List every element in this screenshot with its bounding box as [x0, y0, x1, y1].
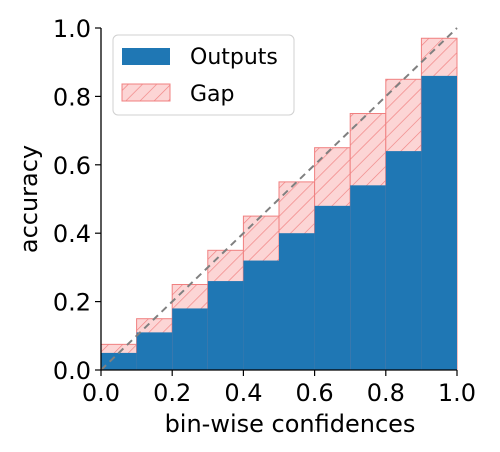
- y-tick-label: 0.4: [53, 220, 91, 248]
- output-bar: [279, 233, 315, 370]
- x-tick-label: 0.6: [296, 379, 334, 407]
- output-bar: [207, 281, 244, 370]
- x-tick-label: 1.0: [438, 379, 476, 407]
- y-tick-label: 0.6: [53, 152, 91, 180]
- output-bar: [136, 332, 173, 370]
- y-tick-label: 0.0: [53, 357, 91, 385]
- x-ticks: 0.0 0.2 0.4 0.6 0.8 1.0: [82, 370, 476, 407]
- output-bar: [350, 185, 386, 370]
- output-bar: [172, 308, 208, 370]
- x-tick-label: 0.4: [224, 379, 262, 407]
- legend-outputs-swatch: [122, 48, 170, 65]
- output-bar: [421, 75, 457, 370]
- perfect-calibration-line: [100, 27, 458, 371]
- x-tick-label: 0.0: [82, 379, 120, 407]
- y-tick-label: 1.0: [53, 15, 91, 43]
- legend-outputs-label: Outputs: [190, 45, 278, 70]
- x-tick-label: 0.8: [367, 379, 405, 407]
- output-bar: [243, 260, 279, 370]
- x-tick-label: 0.2: [153, 379, 191, 407]
- output-bar: [314, 205, 351, 370]
- y-tick-label: 0.2: [53, 289, 91, 317]
- legend-gap-swatch: [121, 83, 171, 102]
- legend: Outputs Gap: [112, 34, 295, 116]
- output-bar: [385, 151, 422, 370]
- y-ticks: 0.0 0.2 0.4 0.6 0.8 1.0: [53, 15, 101, 385]
- y-tick-label: 0.8: [53, 83, 91, 111]
- legend-gap-label: Gap: [190, 82, 235, 107]
- axes: [100, 28, 457, 371]
- output-bars: [101, 75, 457, 370]
- x-axis-label: bin-wise confidences: [165, 410, 416, 438]
- y-axis-label: accuracy: [15, 145, 43, 253]
- output-bar: [101, 352, 137, 370]
